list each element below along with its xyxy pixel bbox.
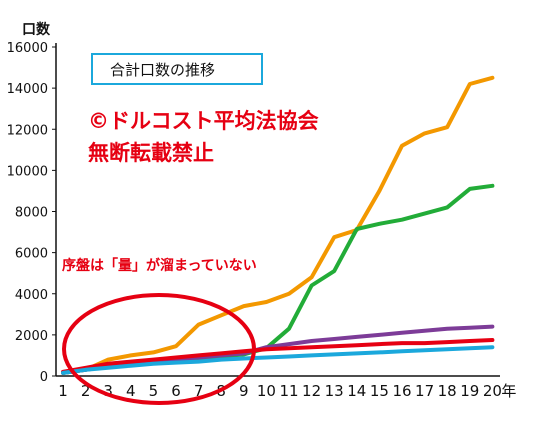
y-tick-label: 0 <box>40 370 48 385</box>
x-axis-ticks: 1 2 3 4 5 6 7 8 9 10 11 12 13 14 15 16 17 18 19 20 年 <box>58 382 516 400</box>
series-line-5 <box>61 345 495 375</box>
y-tick-label: 4000 <box>15 288 48 303</box>
x-tick-label: 18 <box>438 382 457 400</box>
x-tick-label: 13 <box>325 382 344 400</box>
x-tick-label: 14 <box>347 382 366 400</box>
series-lines <box>61 75 495 375</box>
annotation-note: 序盤は「量」が溜まっていない <box>62 257 257 274</box>
y-tick-label: 8000 <box>15 206 48 221</box>
x-tick-label: 20 <box>483 382 502 400</box>
x-tick-label: 5 <box>149 382 159 400</box>
x-tick-label: 15 <box>370 382 389 400</box>
x-tick-label: 2 <box>81 382 91 400</box>
watermark-line-1: ©ドルコスト平均法協会 <box>88 109 319 133</box>
watermark-line-2: 無断転載禁止 <box>88 141 214 165</box>
x-tick-label: 12 <box>302 382 321 400</box>
y-tick-label: 16000 <box>7 41 48 56</box>
x-tick-label: 4 <box>126 382 136 400</box>
x-tick-label: 6 <box>171 382 181 400</box>
y-tick-label: 2000 <box>15 329 48 344</box>
series-line-3 <box>61 324 495 375</box>
x-tick-label: 7 <box>194 382 204 400</box>
series-line-4 <box>61 338 495 374</box>
title-box <box>91 53 263 85</box>
x-tick-label: 17 <box>415 382 434 400</box>
x-tick-label: 1 <box>58 382 68 400</box>
x-axis-unit: 年 <box>501 382 516 400</box>
highlight-circle <box>62 293 256 405</box>
x-tick-label: 9 <box>239 382 249 400</box>
x-tick-label: 16 <box>392 382 411 400</box>
y-tick-label: 6000 <box>15 247 48 262</box>
y-axis-label: 口数 <box>22 21 51 38</box>
chart-title: 合計口数の推移 <box>110 61 215 79</box>
y-tick-label: 10000 <box>7 164 48 179</box>
x-tick-label: 19 <box>460 382 479 400</box>
y-tick-label: 14000 <box>7 82 48 97</box>
x-tick-label: 11 <box>279 382 298 400</box>
x-tick-label: 3 <box>103 382 113 400</box>
x-tick-label: 10 <box>257 382 276 400</box>
series-line-1 <box>61 75 495 375</box>
y-axis-ticks: 0 2000 4000 6000 8000 10000 12000 14000 16000 <box>7 41 56 385</box>
y-tick-label: 12000 <box>7 123 48 138</box>
